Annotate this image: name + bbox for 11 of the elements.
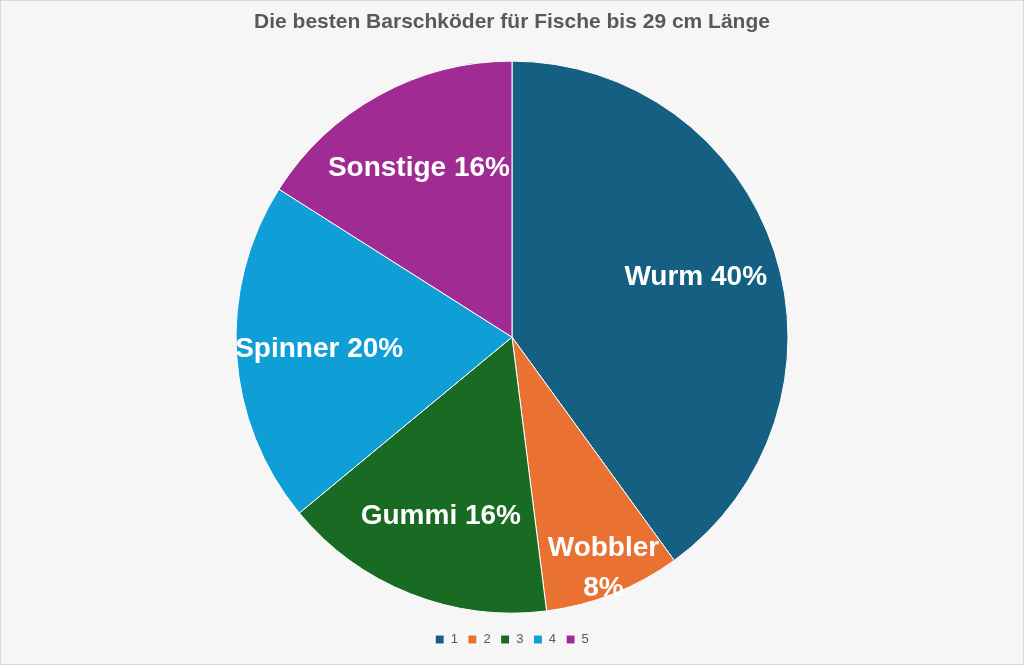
legend-label: 5	[581, 631, 589, 647]
data-label: Sonstige 16%	[327, 150, 511, 182]
data-label: Wurm 40%	[624, 260, 768, 292]
data-label: Wobbler 8%	[547, 530, 660, 602]
chart-title: Die besten Barschköder für Fische bis 29 cm Länge	[254, 9, 770, 33]
legend-label: 4	[548, 631, 557, 647]
legend-label: 2	[483, 631, 491, 647]
data-label: Spinner 20%	[235, 331, 404, 363]
legend-label: 1	[450, 631, 458, 647]
data-label: Gummi 16%	[360, 499, 522, 531]
legend-label: 3	[516, 631, 524, 647]
